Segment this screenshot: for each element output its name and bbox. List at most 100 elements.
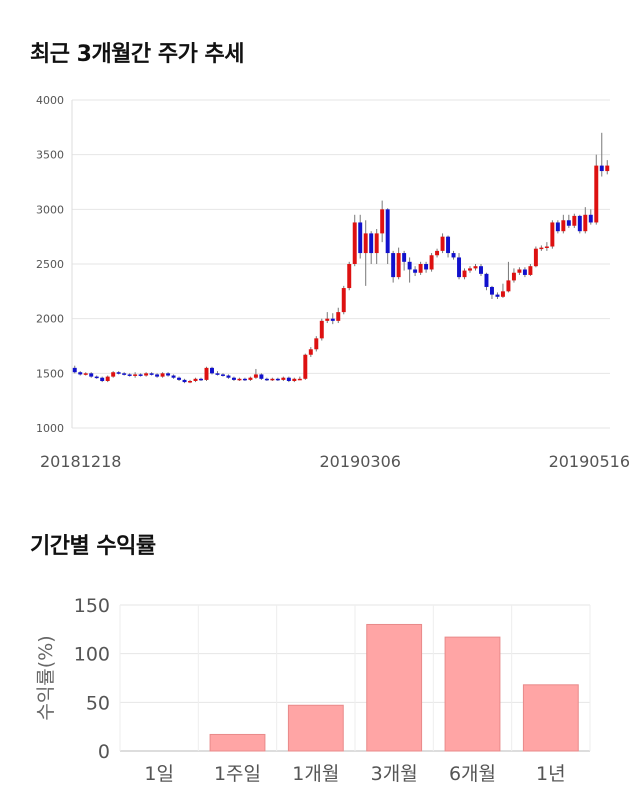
returns-bar bbox=[209, 733, 266, 752]
candle-body bbox=[199, 378, 203, 381]
candle-body bbox=[182, 379, 187, 383]
candle-body bbox=[89, 373, 94, 377]
returns-chart-grid bbox=[119, 604, 591, 752]
candle-body bbox=[555, 222, 560, 232]
returns-x-tick-label: 1년 bbox=[536, 763, 566, 785]
price-chart-candles bbox=[72, 132, 610, 384]
price-x-tick-label: 20190516 bbox=[549, 452, 630, 471]
candle-body bbox=[402, 253, 407, 262]
candle-body bbox=[292, 378, 297, 381]
price-x-tick-label: 20190306 bbox=[319, 452, 400, 471]
candle-body bbox=[248, 377, 253, 380]
candle-body bbox=[270, 378, 275, 381]
candle-body bbox=[325, 318, 330, 321]
returns-y-tick-label: 0 bbox=[98, 741, 110, 763]
candle-body bbox=[396, 253, 401, 278]
candle-body bbox=[550, 222, 555, 247]
returns-chart-bars bbox=[209, 623, 579, 752]
candle-body bbox=[341, 288, 346, 313]
candle-body bbox=[479, 266, 483, 274]
returns-y-tick-label: 100 bbox=[74, 644, 110, 666]
price-trend-title: 최근 3개월간 주가 추세 bbox=[30, 42, 244, 67]
returns-bar bbox=[366, 623, 423, 752]
price-chart-x-ticks: 20181218 20190306 20190516 bbox=[40, 452, 630, 471]
candle-body bbox=[605, 165, 610, 172]
returns-y-tick-label: 50 bbox=[86, 692, 110, 714]
candle-body bbox=[226, 375, 231, 378]
returns-y-tick-label: 150 bbox=[74, 595, 110, 617]
candle-body bbox=[275, 378, 280, 381]
candle-body bbox=[105, 376, 110, 381]
returns-chart-y-ticks: 0 50 100 150 bbox=[74, 595, 110, 763]
candle-body bbox=[588, 214, 593, 223]
returns-title: 기간별 수익률 bbox=[30, 534, 156, 559]
candle-body bbox=[413, 269, 418, 273]
candle-body bbox=[122, 373, 127, 375]
candle-body bbox=[297, 378, 302, 381]
candle-body bbox=[253, 374, 258, 378]
candle-body bbox=[533, 248, 538, 267]
candle-body bbox=[391, 253, 396, 278]
candle-body bbox=[116, 372, 121, 374]
candle-body bbox=[286, 377, 291, 381]
candle-body bbox=[83, 373, 88, 375]
candle-body bbox=[539, 247, 544, 250]
candle-body bbox=[204, 367, 209, 380]
returns-x-tick-label: 1개월 bbox=[292, 763, 339, 785]
candle-body bbox=[171, 375, 176, 378]
candle-body bbox=[177, 377, 182, 380]
candle-body bbox=[424, 264, 429, 270]
price-y-tick-label: 2000 bbox=[36, 313, 64, 326]
candle-body bbox=[506, 280, 511, 292]
candle-body bbox=[561, 220, 566, 232]
candle-body bbox=[352, 222, 357, 264]
candle-body bbox=[330, 318, 335, 321]
returns-x-tick-label: 3개월 bbox=[371, 763, 418, 785]
returns-x-tick-label: 1주일 bbox=[214, 763, 261, 785]
price-y-tick-label: 3500 bbox=[36, 149, 64, 162]
candle-body bbox=[407, 261, 412, 270]
candle-body bbox=[78, 372, 83, 375]
candle-body bbox=[259, 374, 264, 379]
candle-body bbox=[473, 266, 478, 269]
price-y-tick-label: 2500 bbox=[36, 258, 64, 271]
candle-body bbox=[418, 264, 423, 273]
candle-body bbox=[495, 294, 500, 297]
candle-body bbox=[517, 269, 522, 273]
candle-body bbox=[111, 372, 116, 377]
candle-body bbox=[457, 257, 462, 278]
candle-body bbox=[242, 378, 247, 381]
candle-body bbox=[583, 214, 588, 232]
price-y-tick-label: 1500 bbox=[36, 367, 64, 380]
returns-chart-x-ticks: 1일 1주일 1개월 3개월 6개월 1년 bbox=[144, 763, 565, 785]
candle-body bbox=[446, 236, 451, 254]
candle-body bbox=[149, 373, 154, 375]
candle-body bbox=[522, 269, 527, 275]
candle-body bbox=[566, 220, 571, 226]
candle-body bbox=[144, 373, 149, 376]
price-y-tick-label: 3000 bbox=[36, 203, 64, 216]
candle-body bbox=[462, 270, 467, 278]
candle-body bbox=[133, 374, 138, 376]
candle-body bbox=[215, 373, 220, 375]
candle-body bbox=[94, 376, 99, 379]
candle-body bbox=[264, 378, 269, 381]
candle-body bbox=[100, 377, 105, 381]
candle-body bbox=[336, 312, 341, 321]
candle-body bbox=[193, 378, 198, 381]
price-x-tick-label: 20181218 bbox=[40, 452, 121, 471]
candle-body bbox=[281, 377, 286, 380]
candle-body bbox=[374, 233, 379, 254]
returns-bar bbox=[444, 636, 501, 752]
candle-body bbox=[484, 273, 489, 287]
candle-body bbox=[528, 266, 533, 275]
candle-body bbox=[231, 377, 236, 380]
candle-body bbox=[220, 374, 225, 376]
candle-body bbox=[72, 367, 77, 373]
candle-body bbox=[188, 380, 193, 383]
candle-body bbox=[380, 209, 385, 234]
candle-body bbox=[160, 373, 165, 377]
candle-body bbox=[138, 374, 143, 376]
